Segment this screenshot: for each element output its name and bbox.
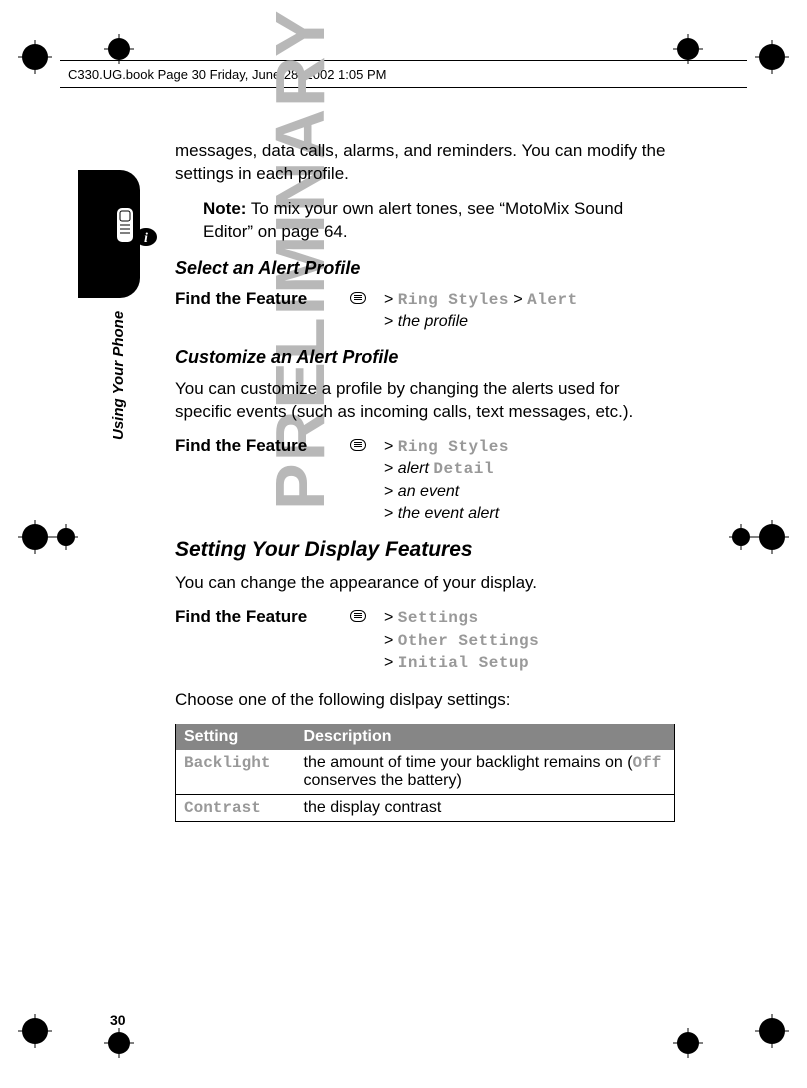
side-section-label: Using Your Phone bbox=[110, 311, 127, 440]
page-number: 30 bbox=[110, 1012, 126, 1028]
menu-key-icon bbox=[350, 289, 384, 309]
main-content: messages, data calls, alarms, and remind… bbox=[175, 140, 675, 822]
note-paragraph: Note: To mix your own alert tones, see “… bbox=[175, 198, 675, 244]
find-feature-label: Find the Feature bbox=[175, 607, 350, 627]
svg-text:i: i bbox=[144, 231, 148, 246]
setting-name: Backlight bbox=[184, 754, 270, 772]
setting-description: the display contrast bbox=[296, 794, 675, 821]
display-features-heading: Setting Your Display Features bbox=[175, 538, 675, 562]
crop-mark bbox=[104, 1028, 134, 1058]
crop-mark bbox=[18, 40, 52, 74]
crop-mark bbox=[18, 520, 78, 554]
find-feature-row: Find the Feature > Settings > Other Sett… bbox=[175, 607, 675, 675]
crop-mark bbox=[729, 520, 789, 554]
setting-name: Contrast bbox=[184, 799, 261, 817]
find-feature-label: Find the Feature bbox=[175, 289, 350, 309]
crop-mark bbox=[673, 1028, 703, 1058]
crop-mark bbox=[755, 1014, 789, 1048]
menu-key-icon bbox=[350, 436, 384, 456]
find-feature-nav: > Ring Styles > alert Detail > an event … bbox=[384, 436, 675, 524]
table-row: Contrast the display contrast bbox=[176, 794, 675, 821]
info-phone-icon: i bbox=[108, 205, 166, 253]
customize-alert-para: You can customize a profile by changing … bbox=[175, 378, 675, 424]
crop-mark bbox=[755, 40, 789, 74]
intro-paragraph: messages, data calls, alarms, and remind… bbox=[175, 140, 675, 186]
find-feature-label: Find the Feature bbox=[175, 436, 350, 456]
table-row: Backlight the amount of time your backli… bbox=[176, 750, 675, 795]
find-feature-row: Find the Feature > Ring Styles > alert D… bbox=[175, 436, 675, 524]
setting-description: the amount of time your backlight remain… bbox=[296, 750, 675, 795]
settings-table: Setting Description Backlight the amount… bbox=[175, 724, 675, 822]
find-feature-row: Find the Feature > Ring Styles > Alert >… bbox=[175, 289, 675, 333]
find-feature-nav: > Settings > Other Settings > Initial Se… bbox=[384, 607, 675, 675]
table-header-row: Setting Description bbox=[176, 724, 675, 750]
table-header-description: Description bbox=[296, 724, 675, 750]
crop-mark bbox=[18, 1014, 52, 1048]
customize-alert-heading: Customize an Alert Profile bbox=[175, 347, 675, 368]
note-label: Note: bbox=[203, 199, 246, 218]
table-header-setting: Setting bbox=[176, 724, 296, 750]
find-feature-nav: > Ring Styles > Alert > the profile bbox=[384, 289, 675, 333]
choose-settings-para: Choose one of the following dislpay sett… bbox=[175, 689, 675, 712]
display-intro-para: You can change the appearance of your di… bbox=[175, 572, 675, 595]
note-text: To mix your own alert tones, see “MotoMi… bbox=[203, 199, 623, 241]
select-alert-heading: Select an Alert Profile bbox=[175, 258, 675, 279]
page-header-bar: C330.UG.book Page 30 Friday, June 28, 20… bbox=[60, 60, 747, 88]
menu-key-icon bbox=[350, 607, 384, 627]
